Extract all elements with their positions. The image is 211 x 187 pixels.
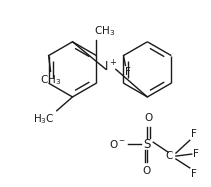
Text: F: F: [126, 67, 131, 77]
Text: CH$_3$: CH$_3$: [40, 73, 61, 87]
Text: F: F: [193, 149, 199, 159]
Text: O$^-$: O$^-$: [109, 138, 126, 150]
Text: S: S: [144, 138, 151, 151]
Text: F: F: [191, 169, 197, 179]
Text: I$^+$: I$^+$: [104, 60, 118, 75]
Text: F: F: [191, 129, 197, 139]
Text: C: C: [166, 151, 173, 161]
Text: O: O: [142, 166, 150, 176]
Text: CH$_3$: CH$_3$: [94, 24, 116, 38]
Text: O: O: [144, 113, 153, 122]
Text: H$_3$C: H$_3$C: [33, 112, 55, 125]
